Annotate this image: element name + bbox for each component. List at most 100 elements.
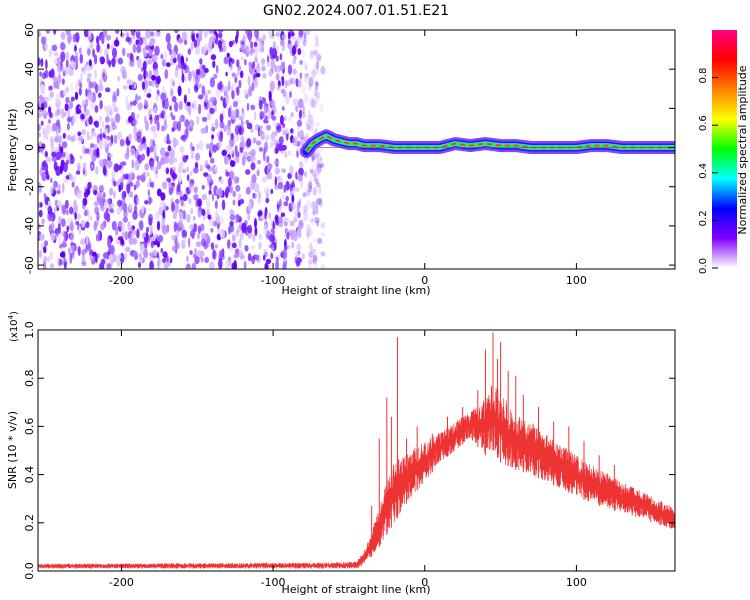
noise-speck [133,125,137,136]
noise-speck [44,151,48,158]
noise-speck [93,201,100,207]
noise-speck [215,64,219,74]
noise-speck [160,53,164,60]
noise-speck [117,220,123,227]
noise-speck [58,216,62,226]
noise-speck [281,46,285,52]
noise-speck [62,132,66,139]
noise-speck [66,134,72,141]
noise-speck [83,30,89,38]
noise-speck [282,262,287,269]
noise-speck [123,202,128,213]
noise-speck [64,64,70,76]
noise-speck [193,186,198,194]
noise-speck [245,93,249,100]
noise-speck [54,110,58,118]
noise-speck [87,146,93,155]
noise-speck [274,130,278,137]
noise-speck [128,60,133,67]
noise-speck [130,30,135,36]
noise-speck [291,45,296,56]
noise-speck [65,96,70,104]
signal-band-core [305,135,675,152]
noise-speck [143,142,147,150]
noise-speck [77,189,82,194]
noise-speck [41,218,45,225]
noise-speck [151,79,155,88]
noise-speck [171,245,177,252]
noise-speck [246,122,253,130]
noise-speck [275,142,280,154]
noise-speck [163,98,169,110]
noise-speck [74,45,77,52]
noise-speck [45,59,48,70]
noise-speck [75,213,82,221]
noise-speck [105,34,111,41]
noise-speck [116,88,120,97]
noise-speck [169,257,173,264]
noise-speck [112,102,117,109]
noise-speck [40,147,43,153]
noise-speck [211,193,215,202]
noise-speck [132,250,138,257]
noise-speck [78,87,82,96]
noise-speck [246,138,252,148]
noise-speck [304,169,308,179]
noise-speck [302,39,307,47]
noise-speck [254,218,257,229]
noise-speck [96,35,100,45]
noise-speck [308,262,312,269]
noise-speck [75,220,80,226]
noise-speck [313,172,317,182]
noise-speck [39,233,45,241]
noise-speck [117,75,120,82]
noise-speck [274,185,279,190]
noise-speck [204,68,209,73]
noise-speck [274,176,277,187]
noise-speck [45,130,49,141]
noise-speck [285,195,290,202]
noise-speck [176,183,181,193]
noise-speck [286,231,290,240]
noise-speck [279,64,285,71]
colorbar-gradient [712,30,737,268]
noise-speck [89,101,96,111]
noise-speck [273,160,279,166]
noise-speck [191,103,195,109]
noise-speck [161,125,165,132]
noise-speck [174,101,179,113]
noise-speck [272,40,276,49]
noise-speck [299,161,304,169]
noise-speck [206,174,212,184]
noise-speck [306,233,310,240]
noise-speck [250,41,254,50]
noise-speck [229,213,236,221]
noise-speck [249,155,255,162]
noise-speck [241,112,244,118]
noise-speck [316,163,322,174]
noise-speck [268,90,272,102]
noise-speck [299,59,303,65]
colorbar-tick-label: 0.2 [698,210,709,226]
noise-speck [152,166,157,172]
noise-speck [292,58,297,65]
noise-speck [102,165,107,176]
noise-speck [248,34,252,43]
noise-speck [138,143,144,152]
noise-speck [39,71,42,77]
noise-speck [245,119,250,125]
noise-speck [203,43,209,52]
noise-speck [99,45,103,56]
noise-speck [211,126,216,132]
noise-speck [303,30,309,37]
noise-speck [95,166,99,175]
noise-speck [148,40,154,47]
noise-speck [48,85,53,91]
noise-speck [80,135,84,143]
noise-speck [229,208,234,216]
noise-speck [257,62,260,68]
noise-speck [311,201,317,211]
noise-speck [225,93,229,100]
noise-speck [145,234,151,244]
noise-speck [303,73,309,84]
